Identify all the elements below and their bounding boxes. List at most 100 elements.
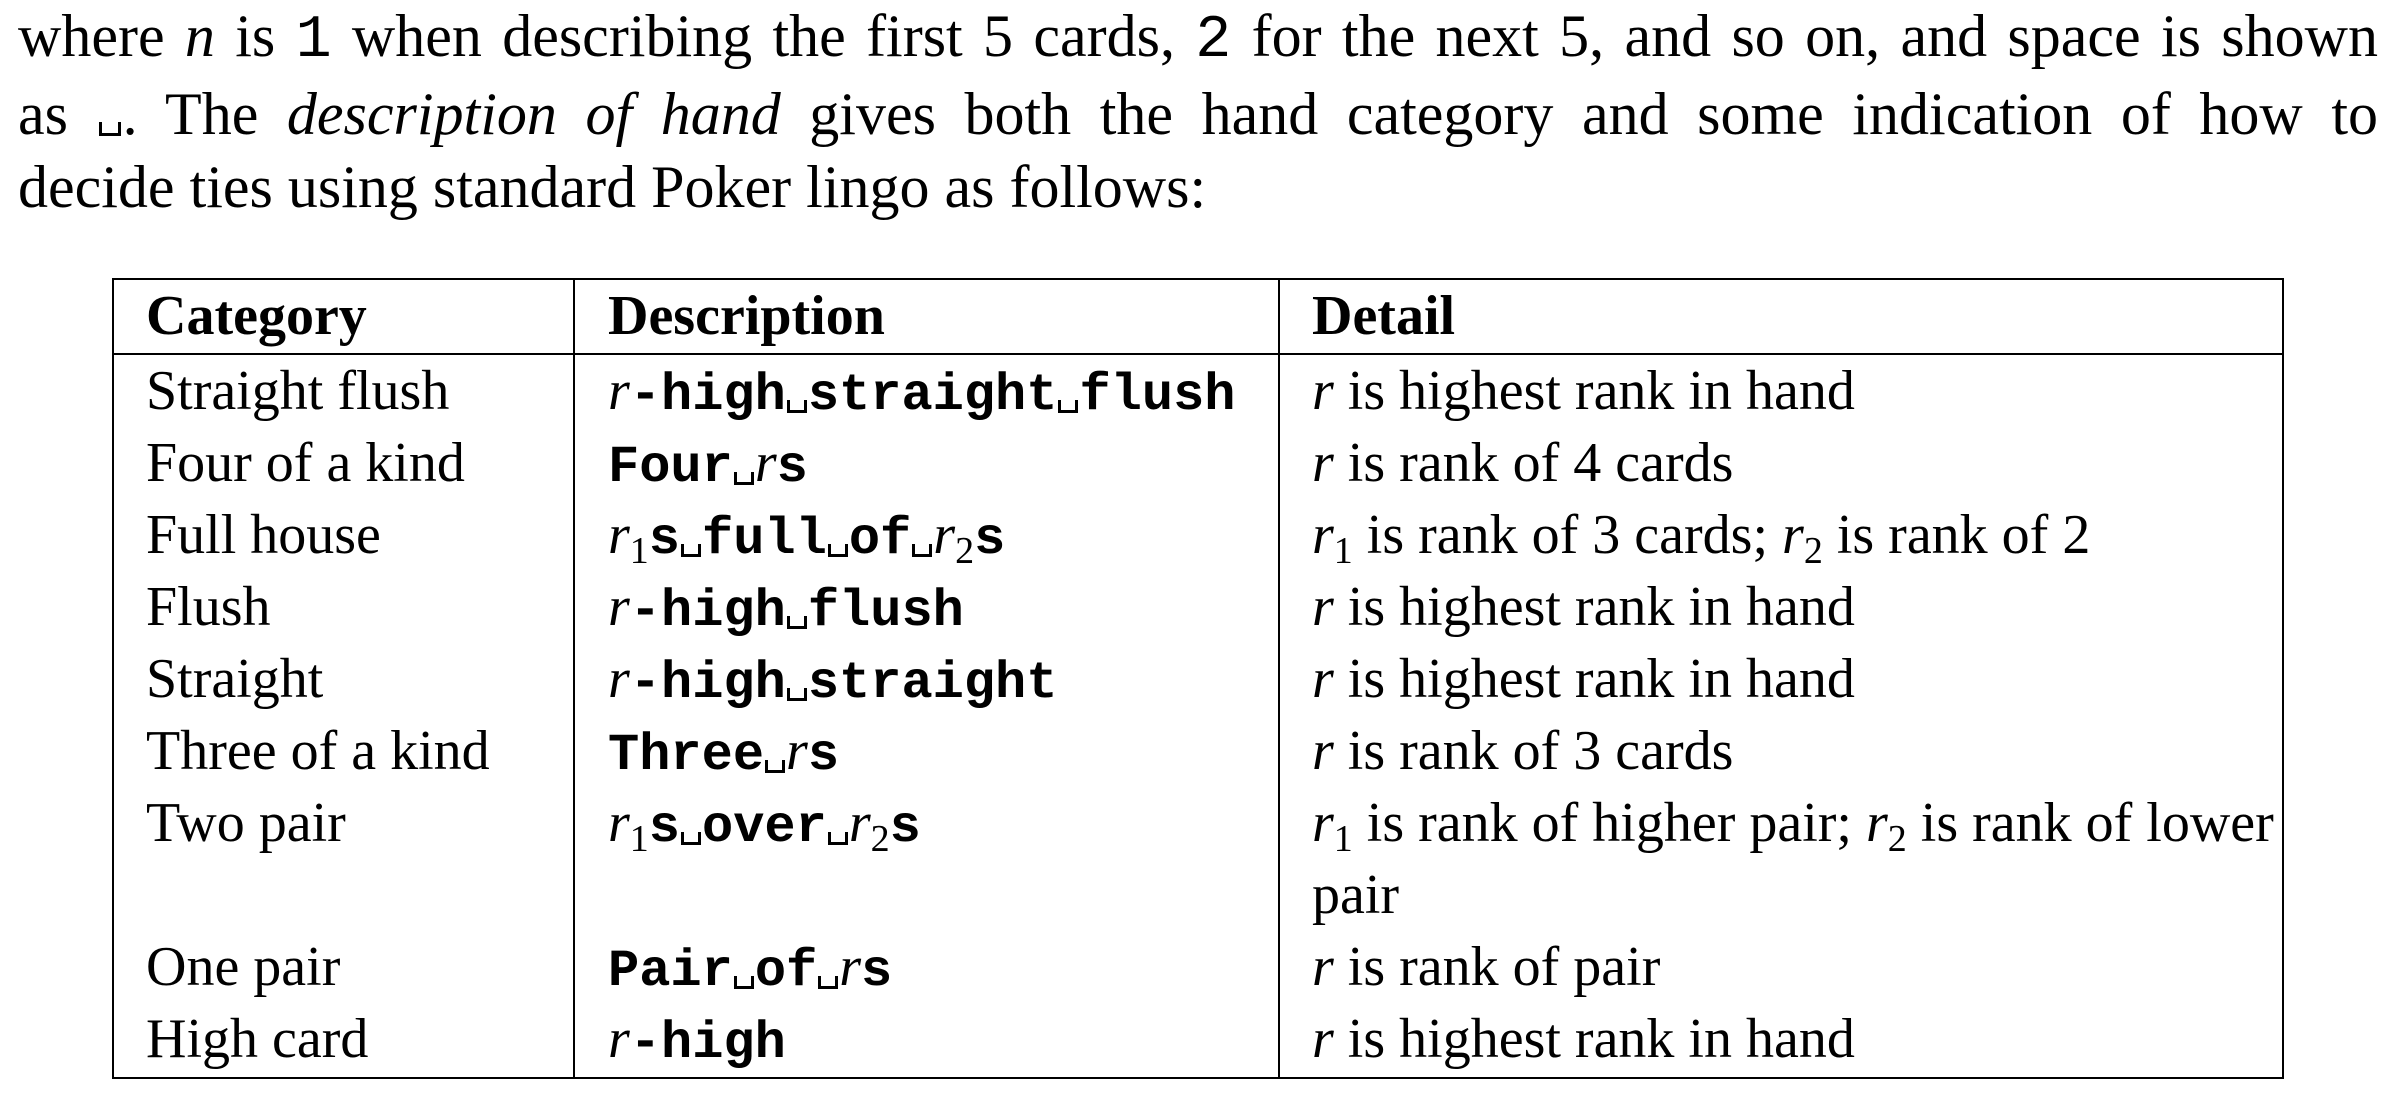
math-variable: r	[755, 432, 777, 494]
visible-space-icon	[733, 976, 754, 989]
detail-text: is rank of lower pair	[1312, 792, 2274, 926]
table-cell-detail: r is highest rank in hand	[1312, 1003, 1855, 1075]
math-variable-letter: r	[1312, 360, 1334, 422]
math-subscript: 2	[955, 530, 975, 572]
table-cell-description: r-high flush	[608, 571, 964, 648]
table-cell-category: Full house	[146, 504, 381, 566]
math-variable: r	[786, 720, 808, 782]
header-category: Category	[146, 285, 367, 347]
table-cell-detail: r1 is rank of higher pair; r2 is rank of…	[1312, 787, 2292, 931]
code-text: Three	[608, 726, 765, 785]
math-variable-letter: r	[933, 504, 956, 566]
detail-text: is highest rank in hand	[1333, 360, 1855, 422]
table-cell-category: Flush	[146, 576, 271, 638]
table-cell-description: Pair of rs	[608, 931, 892, 1008]
code-text: -high	[629, 366, 786, 425]
math-variable-letter: r	[1782, 504, 1804, 566]
code-text: over	[702, 798, 827, 857]
code-text: s	[889, 798, 921, 857]
table-cell-detail: r1 is rank of 3 cards; r2 is rank of 2	[1312, 499, 2090, 571]
table-cell-detail: r is highest rank in hand	[1312, 571, 1855, 643]
table-cell-category: Two pair	[146, 792, 346, 854]
math-variable-letter: r	[1312, 576, 1334, 638]
table-cell-detail: r is rank of 4 cards	[1312, 427, 1733, 499]
math-variable-letter: r	[608, 792, 630, 854]
math-subscript: 2	[1887, 818, 1907, 860]
table-cell-description: r1s full of r2s	[608, 499, 1005, 576]
code-text: -high	[629, 1014, 786, 1073]
math-variable: r	[1312, 720, 1334, 782]
math-variable-letter: r	[839, 936, 862, 998]
code-text: -high	[629, 654, 786, 713]
intro-text: as	[18, 81, 97, 147]
intro-emphasis: description of hand	[286, 81, 781, 147]
table-cell-detail: r is highest rank in hand	[1312, 355, 1855, 427]
math-variable-letter: r	[608, 648, 630, 710]
table-cell-detail: r is highest rank in hand	[1312, 643, 1855, 715]
code-text: s	[861, 942, 893, 1001]
math-variable-letter: r	[1312, 648, 1334, 710]
visible-space-icon	[1058, 400, 1079, 413]
math-variable-letter: r	[754, 432, 777, 494]
visible-space-icon	[827, 832, 848, 845]
math-variable: r	[608, 576, 630, 638]
math-variable-letter: r	[608, 360, 630, 422]
table-cell-detail: r is rank of 3 cards	[1312, 715, 1733, 787]
math-variable: r1	[608, 504, 649, 570]
table-cell-description: r-high straight	[608, 643, 1057, 720]
hand-category-table: Category Description Detail Straight flu…	[112, 278, 2284, 1079]
code-text: Four	[608, 438, 733, 497]
math-variable-letter: r	[1312, 1008, 1334, 1070]
math-variable: r2	[848, 792, 890, 858]
intro-text: when describing the first 5 cards,	[331, 3, 1196, 69]
visible-space-icon	[827, 544, 848, 557]
table-cell-category: Three of a kind	[146, 720, 490, 782]
detail-text: is rank of higher pair;	[1352, 792, 1866, 854]
table-cell-description: r-high straight flush	[608, 355, 1236, 432]
math-variable: r	[1312, 936, 1334, 998]
intro-text: gives both the hand category and some in…	[780, 81, 2379, 147]
detail-text: is rank of 4 cards	[1333, 432, 1734, 494]
math-variable-letter: r	[1312, 792, 1334, 854]
visible-space-icon	[786, 688, 807, 701]
code-text: flush	[1079, 366, 1236, 425]
code-text: of	[848, 510, 912, 569]
math-variable-letter: r	[1312, 936, 1334, 998]
table-cell-description: r1s over r2s	[608, 787, 921, 864]
visible-space-icon	[681, 832, 702, 845]
detail-text: is rank of 2	[1822, 504, 2091, 566]
intro-line-1: where n is 1 when describing the first 5…	[18, 0, 2378, 78]
intro-line-2: as . The description of hand gives both …	[18, 78, 2378, 151]
math-variable: r2	[1866, 792, 1907, 858]
header-detail: Detail	[1312, 285, 1456, 347]
math-variable: r	[1312, 1008, 1334, 1070]
table-cell-detail: r is rank of pair	[1312, 931, 1660, 1003]
math-variable: r	[608, 648, 630, 710]
math-subscript: 1	[1333, 818, 1353, 860]
code-text: s	[776, 438, 808, 497]
column-divider	[1278, 280, 1280, 1077]
visible-space-icon	[786, 400, 807, 413]
intro-line-3: decide ties using standard Poker lingo a…	[18, 154, 1207, 220]
table-cell-category: Straight	[146, 648, 324, 710]
math-variable-letter: r	[786, 720, 808, 782]
visible-space-icon	[818, 976, 839, 989]
detail-text: is highest rank in hand	[1333, 576, 1855, 638]
intro-text: . The	[122, 81, 287, 147]
code-text: Pair	[608, 942, 733, 1001]
table-cell-category: One pair	[146, 936, 341, 998]
math-variable-letter: r	[848, 792, 871, 854]
column-divider	[573, 280, 575, 1077]
detail-text: is highest rank in hand	[1333, 1008, 1855, 1070]
math-variable: r	[839, 936, 861, 998]
intro-text: for the next 5, and so on, and space is …	[1231, 3, 2378, 69]
math-variable: r1	[1312, 504, 1353, 570]
header-description: Description	[608, 285, 885, 347]
math-variable: r1	[608, 792, 649, 858]
code-text: straight	[807, 366, 1058, 425]
detail-text: is rank of pair	[1333, 936, 1661, 998]
math-variable-letter: r	[608, 576, 630, 638]
code-text: full	[702, 510, 827, 569]
math-variable: r	[608, 360, 630, 422]
